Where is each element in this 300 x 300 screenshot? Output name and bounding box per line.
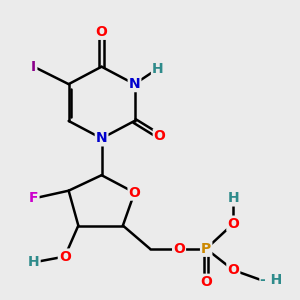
- Text: O: O: [59, 250, 71, 263]
- Text: O: O: [200, 275, 212, 289]
- Text: O: O: [227, 217, 239, 231]
- Text: - H: - H: [260, 273, 283, 287]
- Text: H: H: [152, 61, 164, 76]
- Text: F: F: [29, 191, 38, 206]
- Text: P: P: [201, 242, 211, 256]
- Text: O: O: [129, 186, 140, 200]
- Text: H: H: [28, 255, 40, 269]
- Text: O: O: [154, 129, 166, 143]
- Text: O: O: [96, 25, 107, 39]
- Text: N: N: [129, 77, 140, 91]
- Text: O: O: [227, 263, 239, 277]
- Text: N: N: [96, 131, 107, 146]
- Text: I: I: [31, 60, 36, 74]
- Text: O: O: [173, 242, 185, 256]
- Text: H: H: [227, 191, 239, 206]
